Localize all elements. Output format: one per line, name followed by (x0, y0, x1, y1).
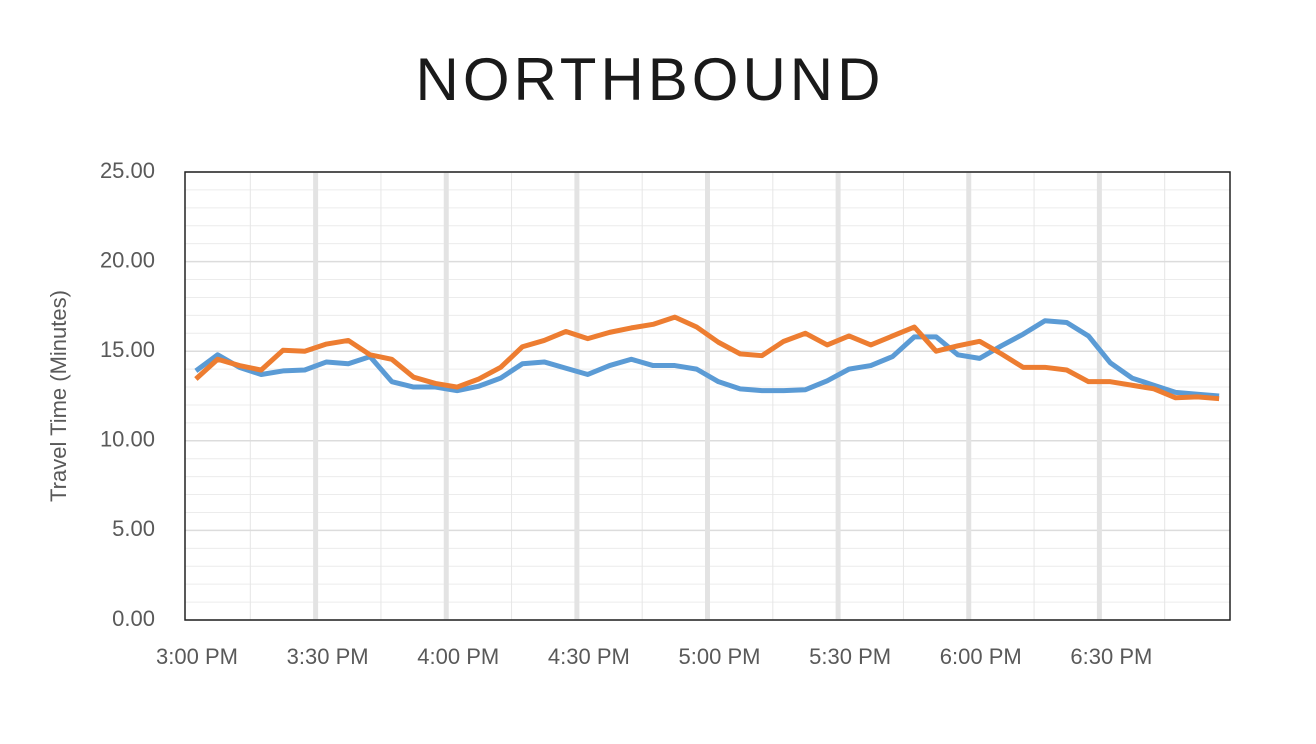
x-tick-label: 3:00 PM (156, 644, 238, 669)
x-tick-label: 6:00 PM (940, 644, 1022, 669)
series-line (194, 314, 1220, 402)
y-tick-label: 25.00 (100, 158, 155, 183)
chart-title: NORTHBOUND (416, 46, 885, 113)
plot-frame (184, 171, 1231, 621)
x-tick-label: 6:30 PM (1070, 644, 1152, 669)
x-tick-label: 4:30 PM (548, 644, 630, 669)
x-tick-label: 3:30 PM (287, 644, 369, 669)
x-tick-label: 5:00 PM (679, 644, 761, 669)
y-tick-label: 0.00 (112, 606, 155, 631)
x-tick-label: 4:00 PM (417, 644, 499, 669)
y-axis-label: Travel Time (Minutes) (46, 290, 71, 502)
y-tick-label: 20.00 (100, 247, 155, 272)
series-line (194, 318, 1220, 399)
y-tick-label: 5.00 (112, 516, 155, 541)
x-tick-label: 5:30 PM (809, 644, 891, 669)
y-tick-label: 10.00 (100, 427, 155, 452)
y-tick-label: 15.00 (100, 337, 155, 362)
